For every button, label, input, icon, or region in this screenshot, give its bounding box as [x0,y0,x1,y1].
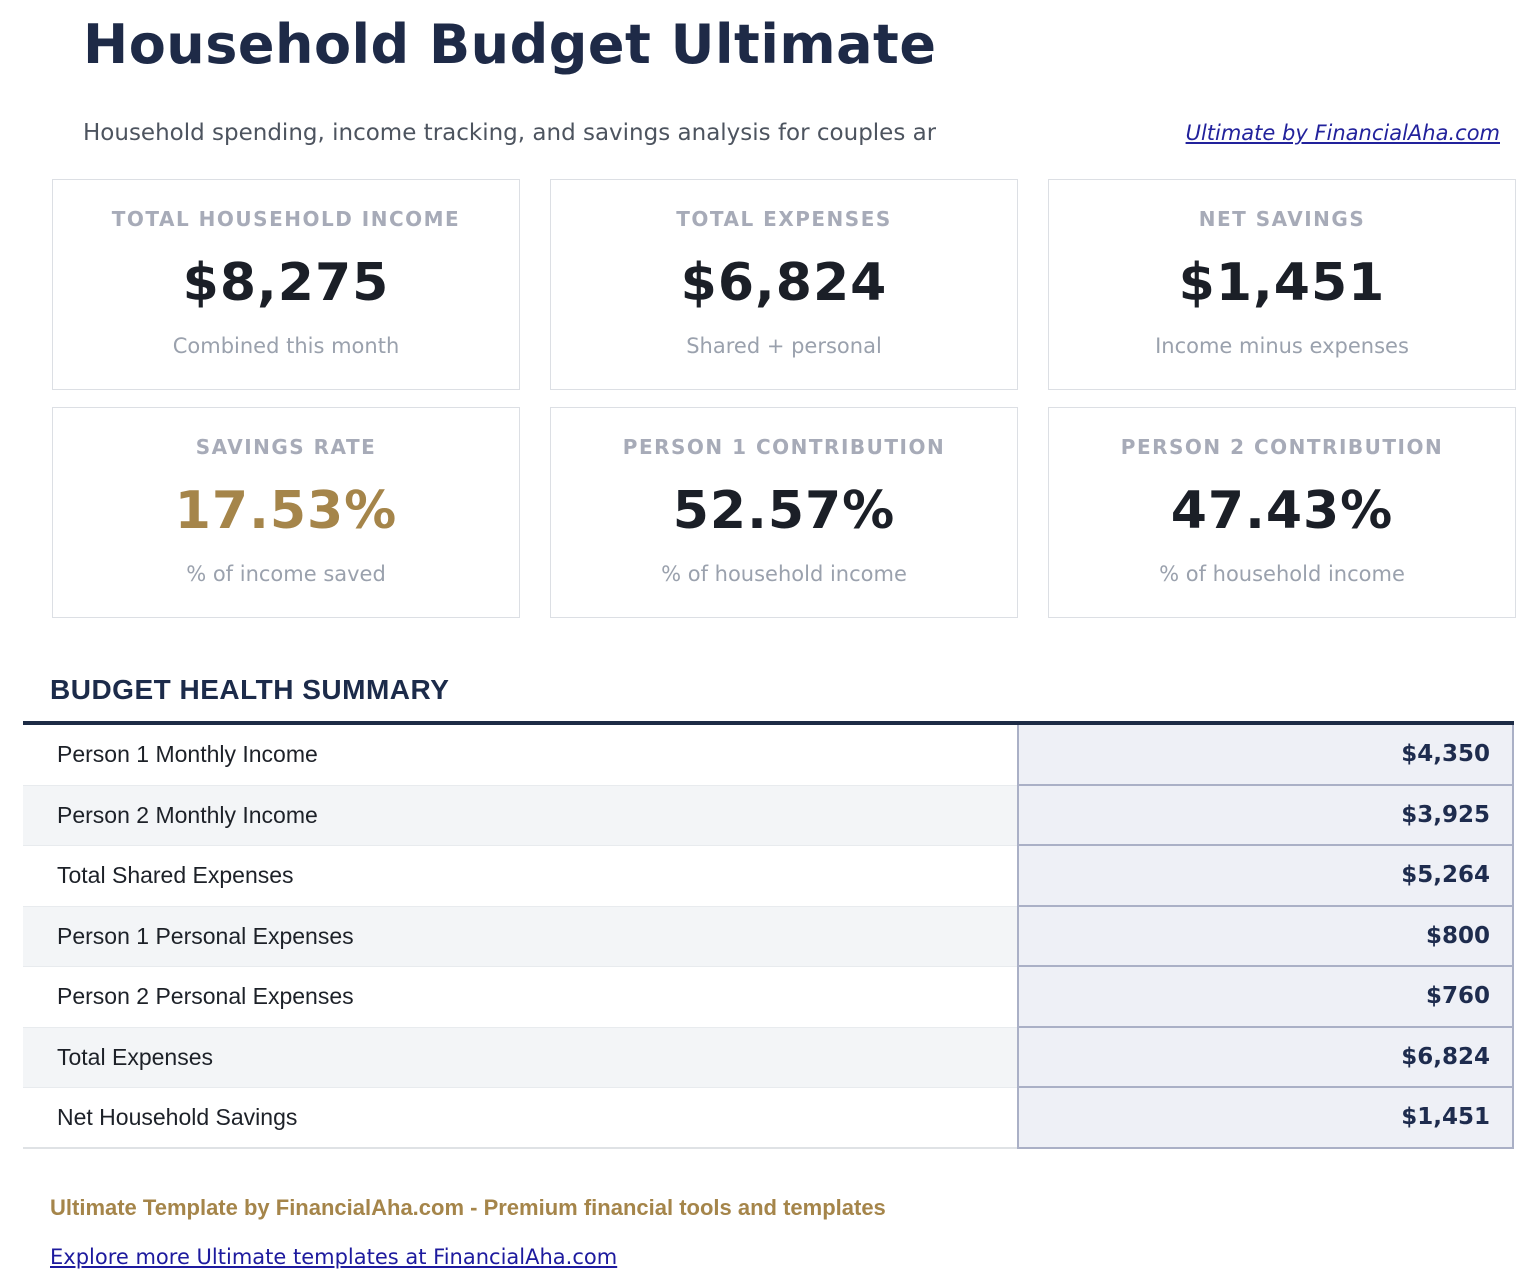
stat-card-value: $8,275 [182,252,390,313]
table-row-5: Total Expenses $6,824 [23,1027,1514,1089]
stat-cards: TOTAL HOUSEHOLD INCOME $8,275 Combined thi… [52,179,1516,619]
row-value: $6,824 [1017,1027,1514,1089]
summary-heading: BUDGET HEALTH SUMMARY [50,674,450,706]
stat-card-label: PERSON 1 CONTRIBUTION [622,435,946,460]
row-label: Person 1 Personal Expenses [23,906,1017,968]
summary-table: Person 1 Monthly Income $4,350 Person 2 Mo… [23,721,1514,1149]
table-row-2: Total Shared Expenses $5,264 [23,846,1514,907]
row-value: $800 [1017,906,1514,968]
page-subtitle: Household spending, income tracking, and… [83,120,937,147]
stat-card-2: NET SAVINGS $1,451 Income minus expenses [1048,179,1516,391]
row-value: $3,925 [1017,785,1514,847]
stat-card-4: PERSON 1 CONTRIBUTION 52.57% % of househol… [550,407,1018,619]
stat-card-3: SAVINGS RATE 17.53% % of income saved [52,407,520,619]
table-row-0: Person 1 Monthly Income $4,350 [23,725,1514,786]
table-row-1: Person 2 Monthly Income $3,925 [23,785,1514,847]
stat-card-label: TOTAL HOUSEHOLD INCOME [111,207,461,232]
row-label: Person 1 Monthly Income [23,725,1017,786]
stat-card-caption: % of household income [1159,562,1405,587]
stat-card-caption: % of household income [661,562,907,587]
stat-card-label: TOTAL EXPENSES [676,207,892,232]
row-value: $760 [1017,967,1514,1028]
row-label: Total Expenses [23,1027,1017,1089]
row-value: $4,350 [1017,725,1514,786]
row-label: Person 2 Personal Expenses [23,967,1017,1028]
table-row-3: Person 1 Personal Expenses $800 [23,906,1514,968]
stat-card-value: 17.53% [174,480,398,541]
header-brand-link[interactable]: Ultimate by FinancialAha.com [1185,121,1500,146]
table-row-4: Person 2 Personal Expenses $760 [23,967,1514,1028]
header: Household Budget Ultimate Household spen… [0,0,1537,146]
row-value: $5,264 [1017,846,1514,907]
stat-card-1: TOTAL EXPENSES $6,824 Shared + personal [550,179,1018,391]
stat-card-label: SAVINGS RATE [195,435,377,460]
stat-card-label: PERSON 2 CONTRIBUTION [1120,435,1444,460]
footer-explore-link[interactable]: Explore more Ultimate templates at Finan… [50,1244,618,1269]
footer-tagline: Ultimate Template by FinancialAha.com - … [50,1194,886,1220]
stat-card-caption: Combined this month [172,334,400,359]
stat-card-caption: Income minus expenses [1155,334,1409,359]
stat-card-value: $6,824 [680,252,888,313]
stat-card-value: $1,451 [1178,252,1386,313]
row-value: $1,451 [1017,1088,1514,1149]
stat-card-0: TOTAL HOUSEHOLD INCOME $8,275 Combined thi… [52,179,520,391]
stat-card-caption: % of income saved [186,562,386,587]
page-title: Household Budget Ultimate [83,13,937,76]
row-label: Net Household Savings [23,1088,1017,1149]
stat-card-value: 52.57% [672,480,896,541]
stat-card-5: PERSON 2 CONTRIBUTION 47.43% % of househol… [1048,407,1516,619]
subtitle-row: Household spending, income tracking, and… [83,120,1500,146]
stat-card-label: NET SAVINGS [1198,207,1366,232]
table-row-6: Net Household Savings $1,451 [23,1088,1514,1149]
row-label: Total Shared Expenses [23,846,1017,907]
stat-card-value: 47.43% [1170,480,1394,541]
footer: Ultimate Template by FinancialAha.com - … [50,1195,1537,1269]
row-label: Person 2 Monthly Income [23,785,1017,847]
stat-card-caption: Shared + personal [686,334,882,359]
